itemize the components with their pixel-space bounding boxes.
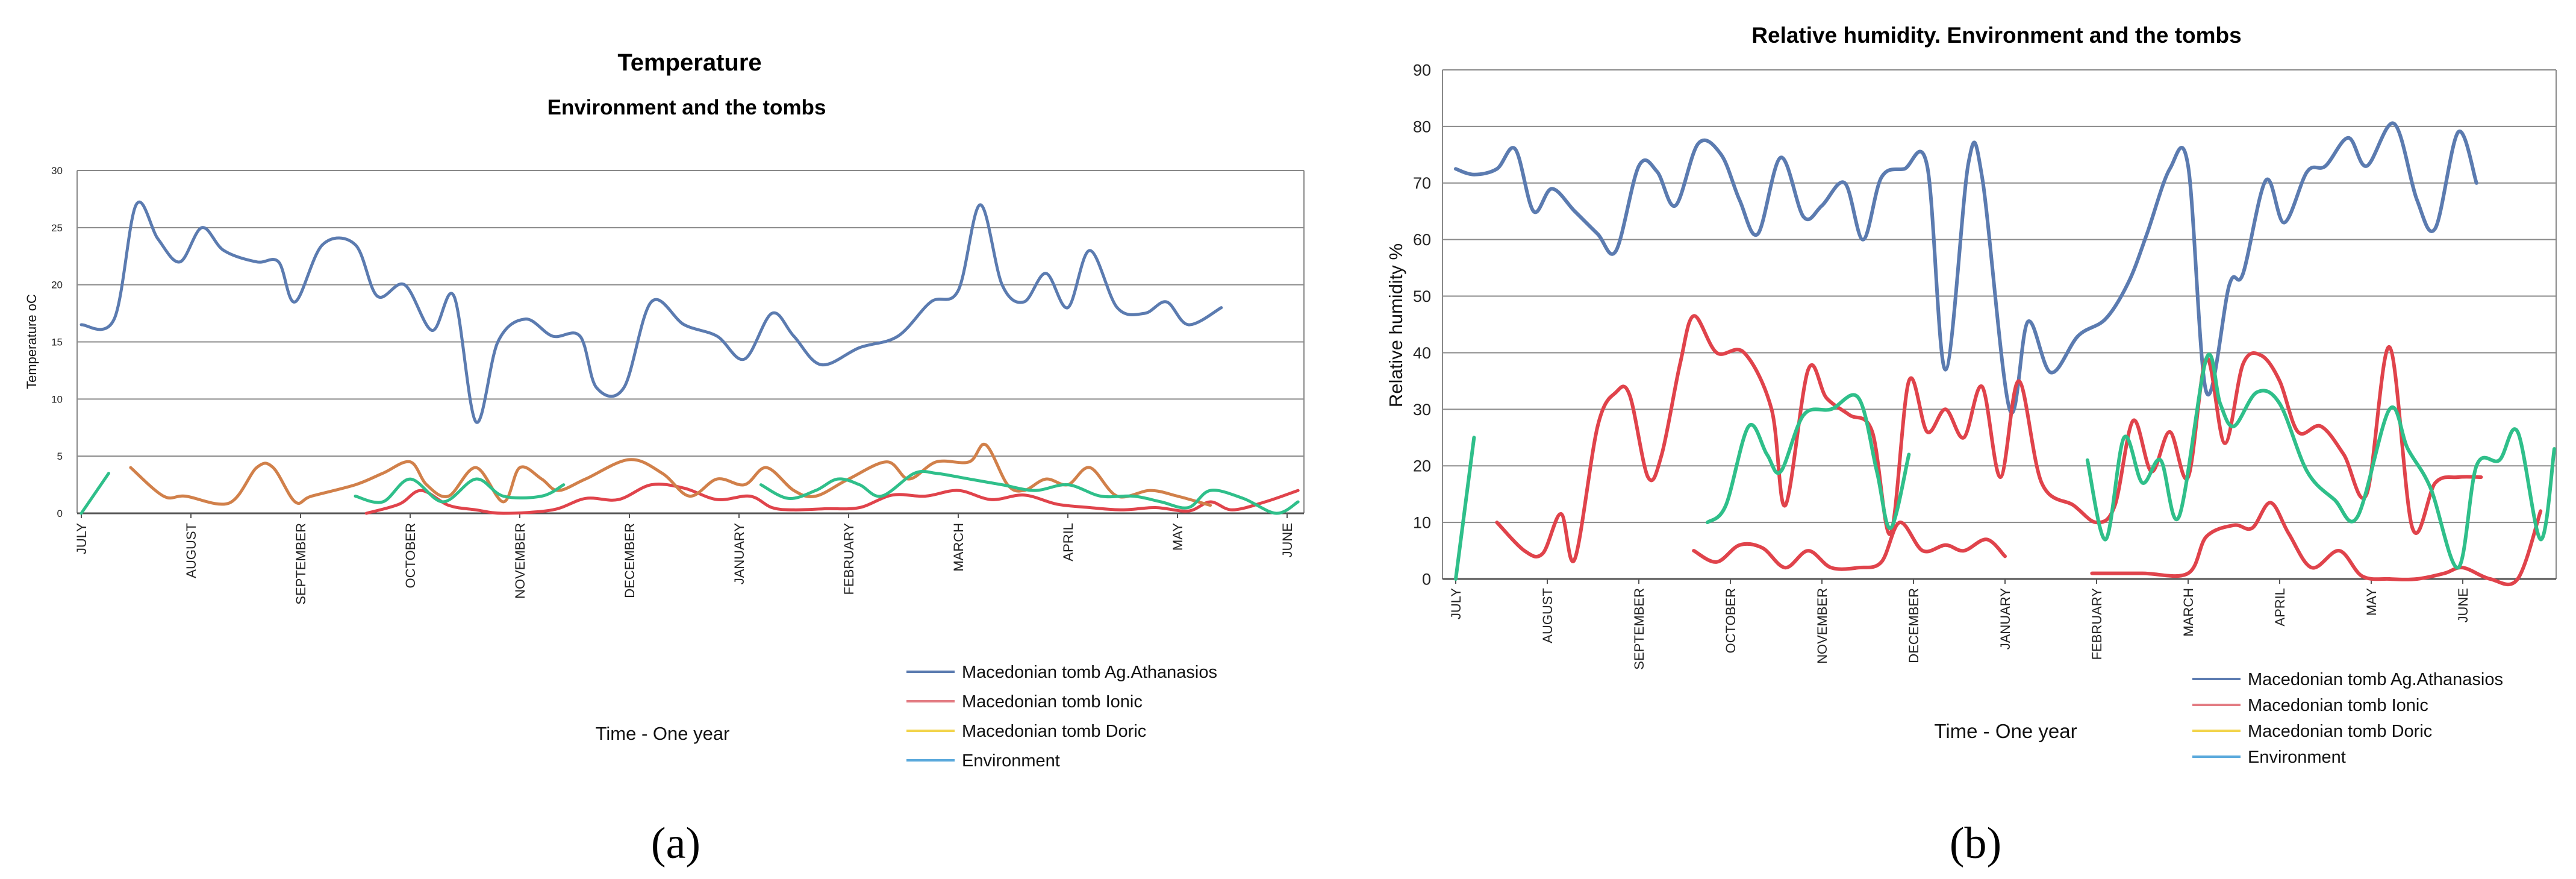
legend: Macedonian tomb Ag.Athanasios Macedonian …	[906, 663, 1217, 771]
y-tick-label: 5	[57, 451, 63, 462]
x-tick-label: JANUARY	[732, 523, 747, 585]
legend-label: Macedonian tomb Ag.Athanasios	[2248, 670, 2503, 689]
legend: Macedonian tomb Ag.Athanasios Macedonian …	[2192, 670, 2503, 767]
x-tick-label: JANUARY	[1998, 588, 2013, 650]
series-line-environment	[2085, 352, 2556, 570]
x-tick-label: OCTOBER	[403, 523, 418, 588]
series-line-macedonian-tomb-ag-athanasios	[1454, 121, 2478, 414]
x-tick-label: AUGUST	[1540, 588, 1555, 643]
y-tick-label: 30	[1413, 401, 1431, 419]
y-tick-label: 30	[51, 165, 63, 177]
x-tick-label: JUNE	[1280, 523, 1295, 557]
chart-title: Temperature	[617, 49, 761, 76]
y-tick-label: 10	[51, 393, 63, 405]
y-tick-label: 10	[1413, 514, 1431, 532]
x-tick-label: FEBRUARY	[2089, 588, 2104, 660]
x-tick-label: NOVEMBER	[1815, 588, 1830, 664]
y-tick-label: 70	[1413, 174, 1431, 192]
x-tick-label: JULY	[74, 523, 89, 554]
panel-caption: (b)	[1950, 819, 2001, 868]
series-line-environment	[1706, 393, 1911, 530]
y-tick-label: 60	[1413, 231, 1431, 249]
series-line-environment	[759, 469, 1300, 515]
y-axis-label: Temperature oC	[24, 294, 39, 389]
chart-subtitle: Environment and the tombs	[547, 96, 826, 119]
legend-label: Macedonian tomb Doric	[2248, 722, 2432, 741]
x-tick-label: NOVEMBER	[513, 523, 528, 599]
y-tick-label: 80	[1413, 117, 1431, 136]
legend-label: Macedonian tomb Ionic	[2248, 696, 2428, 715]
x-tick-label: MARCH	[2181, 588, 2196, 637]
x-tick-label: APRIL	[1061, 523, 1076, 561]
legend-label: Environment	[962, 751, 1060, 771]
series-line-environment	[1454, 436, 1476, 581]
x-tick-label: SEPTEMBER	[1632, 588, 1647, 670]
chart-a: Temperature Environment and the tombs 0 5 10…	[24, 49, 1305, 868]
y-tick-label: 0	[57, 508, 63, 519]
x-tick-label: DECEMBER	[1906, 588, 1921, 663]
series-line-macedonian-tomb-ionic	[364, 483, 1300, 515]
x-axis-label: Time - One year	[1934, 720, 2077, 742]
y-tick-label: 15	[51, 336, 63, 348]
x-tick-label: APRIL	[2272, 588, 2288, 627]
legend-label: Environment	[2248, 748, 2346, 767]
series-line-macedonian-tomb-ionic	[1495, 314, 2483, 563]
y-tick-label: 50	[1413, 287, 1431, 305]
x-tick-label: MARCH	[951, 523, 966, 572]
panel-caption: (a)	[651, 819, 700, 868]
y-tick-label: 20	[51, 280, 63, 291]
y-tick-label: 25	[51, 222, 63, 234]
x-tick-label: OCTOBER	[1723, 588, 1738, 653]
y-tick-label: 20	[1413, 457, 1431, 475]
chart-b: Relative humidity. Environment and the t…	[1385, 23, 2557, 868]
y-tick-label: 90	[1413, 61, 1431, 79]
x-tick-label: JUNE	[2456, 588, 2471, 622]
series-line-macedonian-tomb-ag-athanasios	[80, 201, 1223, 424]
legend-label: Macedonian tomb Ionic	[962, 692, 1143, 712]
x-axis-label: Time - One year	[596, 723, 730, 744]
x-tick-label: MAY	[1170, 523, 1185, 551]
x-tick-label: SEPTEMBER	[293, 523, 308, 605]
series-line-environment	[354, 477, 566, 504]
y-tick-label: 0	[1422, 570, 1431, 588]
x-tick-label: DECEMBER	[622, 523, 637, 598]
x-tick-label: MAY	[2364, 588, 2379, 616]
series-line-macedonian-tomb-ionic	[1692, 521, 2007, 571]
x-tick-label: FEBRUARY	[841, 523, 856, 595]
x-tick-label: JULY	[1449, 588, 1464, 619]
legend-label: Macedonian tomb Doric	[962, 722, 1146, 741]
x-tick-label: AUGUST	[184, 523, 199, 578]
series-line-macedonian-tomb-doric	[129, 442, 1212, 507]
legend-label: Macedonian tomb Ag.Athanasios	[962, 663, 1217, 682]
y-tick-label: 40	[1413, 344, 1431, 362]
chart-title: Relative humidity. Environment and the t…	[1751, 23, 2241, 48]
series-line-environment	[80, 472, 110, 515]
series-line-macedonian-tomb-ionic	[2090, 501, 2543, 587]
y-axis-label: Relative humidity %	[1385, 243, 1406, 407]
